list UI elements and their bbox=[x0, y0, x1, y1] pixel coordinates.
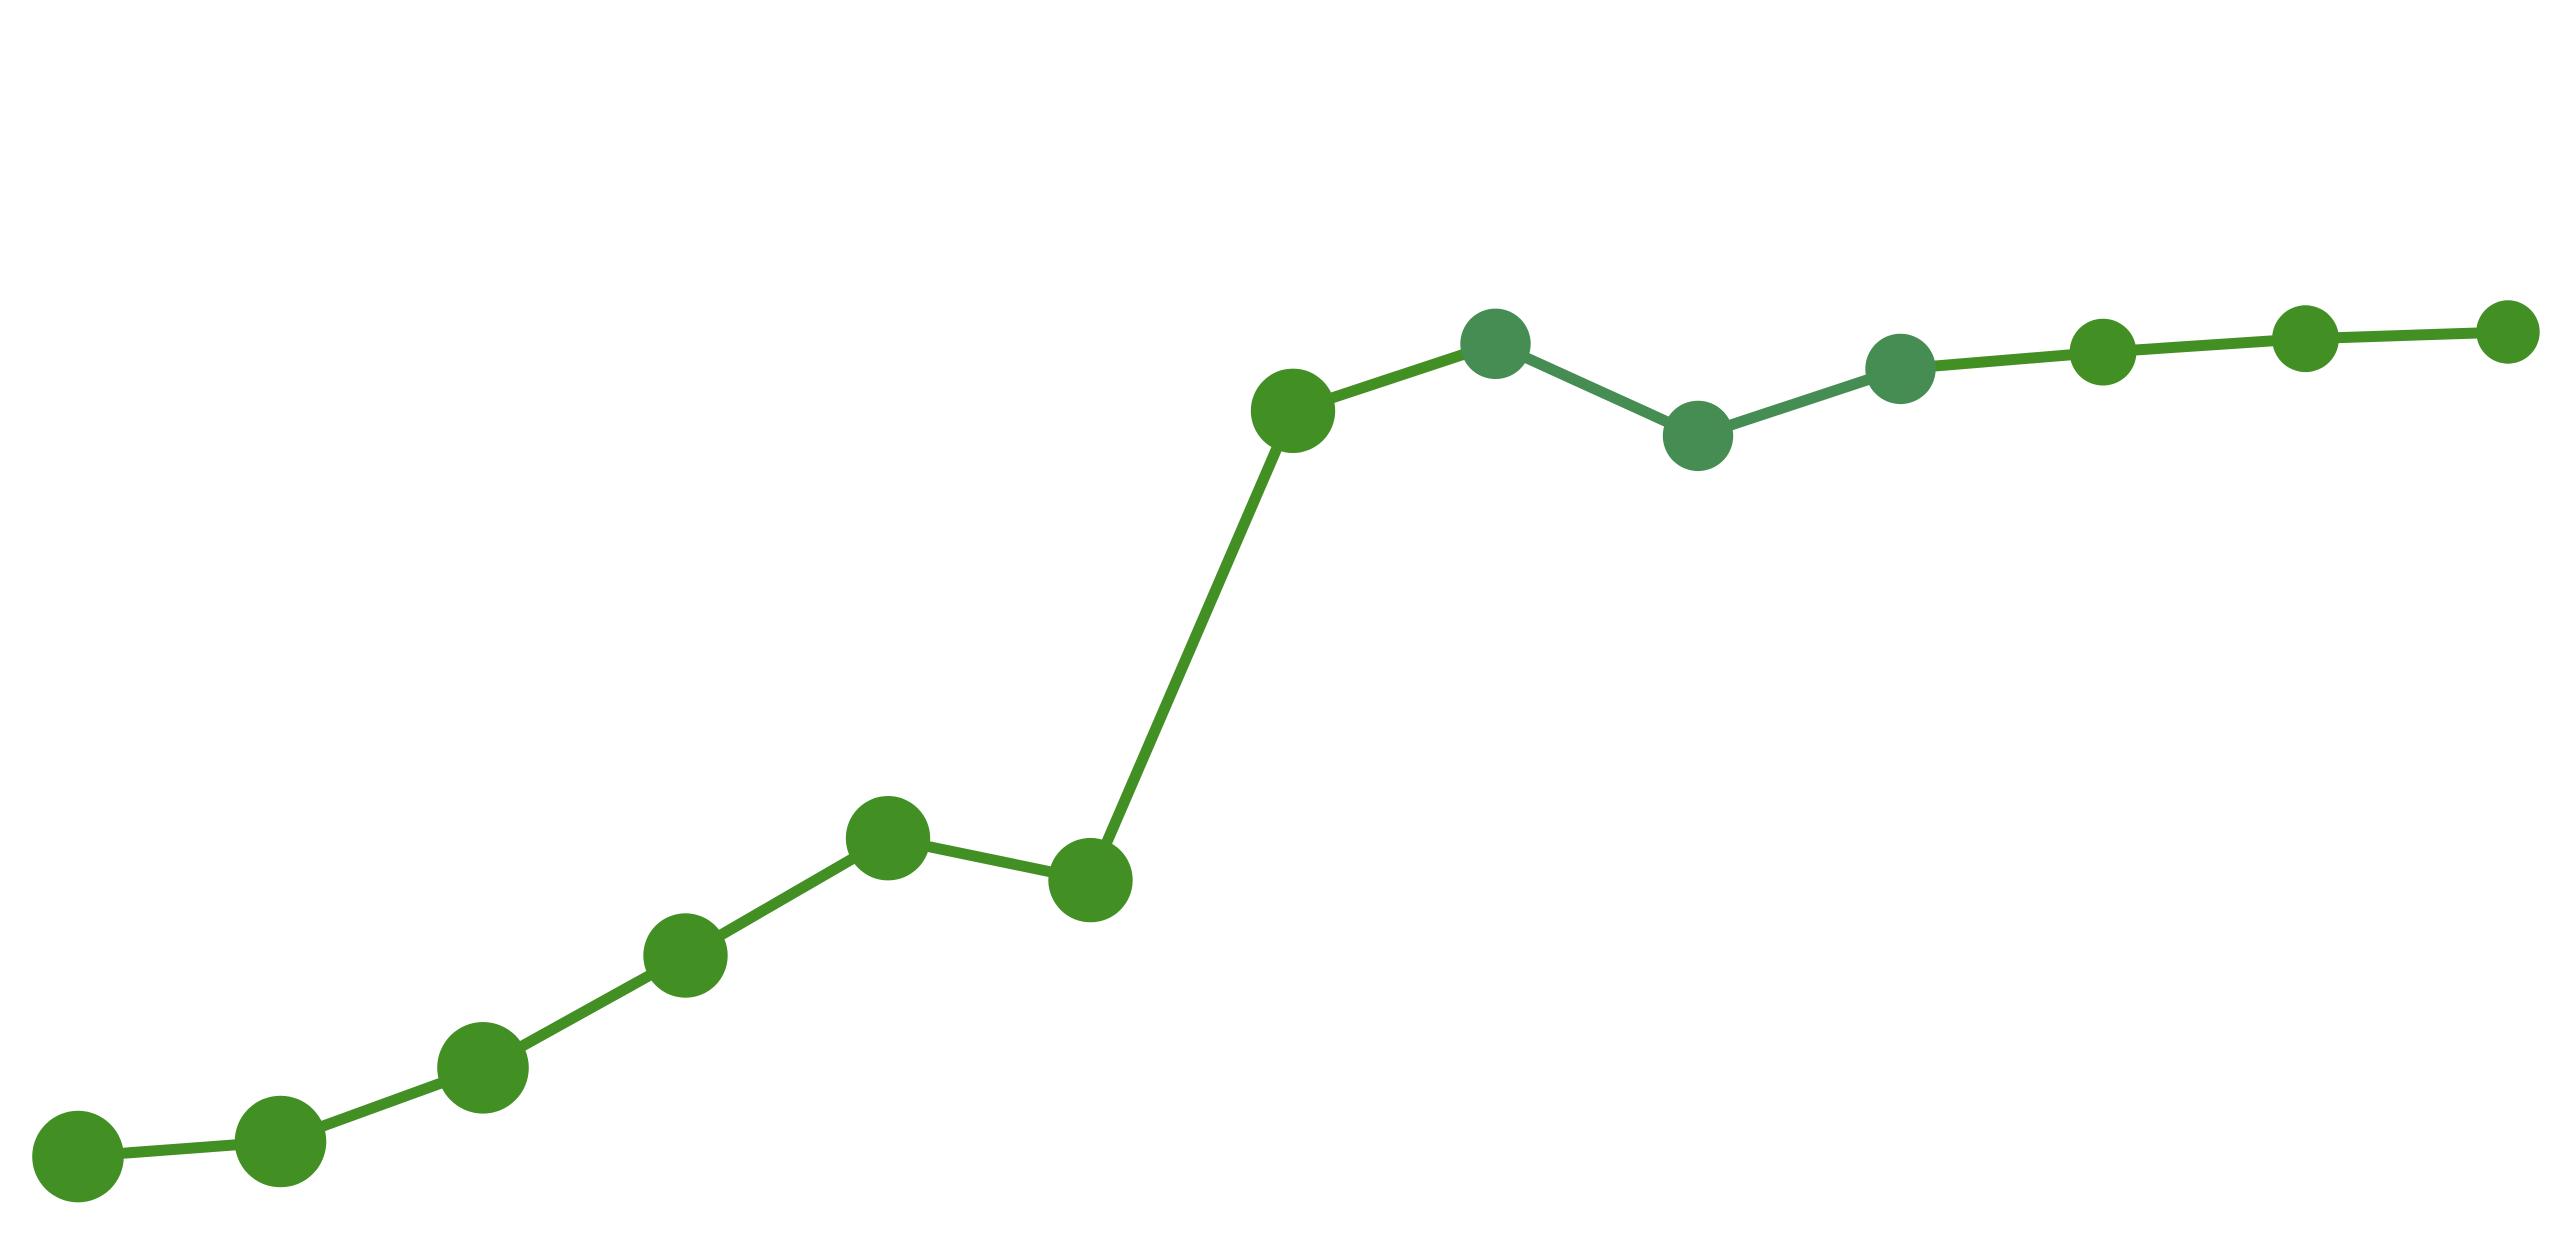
series-0-segment-8 bbox=[1490, 338, 1704, 442]
series-0-point-2 bbox=[234, 1095, 327, 1188]
series-0-point-8 bbox=[1460, 308, 1531, 379]
series-0-point-9 bbox=[1662, 400, 1734, 472]
series-0-point-13 bbox=[2476, 300, 2540, 364]
series-0-segment-9 bbox=[1692, 363, 1906, 442]
series-0-point-4 bbox=[643, 913, 728, 998]
series-0-point-7 bbox=[1250, 368, 1336, 453]
series-0-point-5 bbox=[845, 796, 931, 881]
series-0-point-12 bbox=[2272, 305, 2339, 373]
series-0-segment-12 bbox=[2300, 326, 2514, 345]
series-0-segment-11 bbox=[2097, 333, 2311, 358]
series-0-segment-6 bbox=[1085, 405, 1299, 886]
series-0-point-6 bbox=[1048, 837, 1133, 923]
series-points bbox=[32, 300, 2540, 1203]
series-lines bbox=[72, 326, 2514, 1163]
series-0-point-3 bbox=[437, 1022, 529, 1114]
series-0-point-11 bbox=[2069, 318, 2137, 386]
series-0-point-1 bbox=[32, 1110, 124, 1203]
series-0-point-10 bbox=[1865, 333, 1936, 405]
